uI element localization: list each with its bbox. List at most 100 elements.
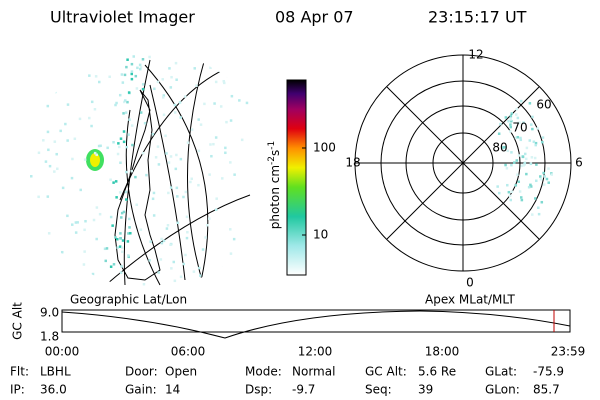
speckle [198,266,201,270]
speckle [88,74,91,77]
speckle [516,173,519,176]
speckle [139,111,143,114]
speckle [208,173,211,176]
speckle [152,214,156,217]
speckle [229,252,233,255]
field-label: Flt: [10,365,29,379]
coastline [114,89,161,281]
speckle [93,151,97,155]
speckle [56,167,59,171]
speckle [125,198,128,201]
speckle [61,186,65,190]
speckle [131,143,134,147]
speckle [66,139,69,142]
speckle [504,163,507,167]
speckle [115,101,118,105]
speckle [126,100,129,104]
speckle [97,144,101,148]
field-value: 5.6 Re [418,365,456,379]
speckle [127,217,131,221]
speckle [212,142,215,146]
speckle [499,122,502,126]
speckle [186,141,190,144]
speckle [74,231,78,234]
speckle [238,99,241,102]
speckle [151,132,155,136]
speckle [134,175,137,179]
speckle [214,136,218,139]
speckle [121,81,125,84]
lat-label: 80 [492,141,507,155]
altitude-label: 9.0 [40,306,59,320]
speckle [174,61,178,65]
speckle [78,58,82,62]
speckle [119,232,122,235]
speckle [541,136,545,139]
speckle [104,284,108,287]
speckle [192,270,196,273]
speckle [114,180,118,183]
speckle [510,151,513,154]
speckle [176,221,180,225]
speckle [136,66,139,70]
speckle [507,119,510,123]
speckle [34,264,38,267]
speckle [169,243,172,246]
speckle [510,190,514,194]
speckle [127,133,130,136]
speckle [120,216,123,219]
speckle [226,74,230,78]
speckle [169,186,173,189]
speckle [224,151,227,155]
speckle [206,223,209,227]
speckle [183,95,187,98]
speckle [162,113,166,117]
speckle [524,157,528,161]
speckle [99,55,102,59]
speckle [160,237,163,241]
speckle [130,72,133,76]
speckle [162,239,166,243]
speckle [207,217,211,220]
time-label: 06:00 [171,345,206,359]
speckle [507,190,511,194]
speckle [55,152,58,156]
speckle [219,105,223,108]
speckle [56,70,60,73]
field-label: GLat: [485,365,517,379]
speckle [534,197,537,200]
speckle [124,99,127,102]
field-label: Seq: [365,383,392,397]
speckle [92,218,96,222]
speckle [519,138,523,142]
speckle [165,227,169,230]
speckle [502,146,505,149]
speckle [70,176,74,180]
speckle [83,250,86,253]
field-label: IP: [10,383,25,397]
speckle [118,145,121,149]
speckle [138,63,142,67]
speckle [73,137,77,141]
speckle [145,173,148,177]
field-label: GC Alt: [365,365,407,379]
altitude-curve [61,310,571,339]
speckle [130,70,134,73]
speckle [515,107,519,111]
speckle [36,265,40,268]
speckle [519,136,522,140]
speckle [141,151,145,155]
colorbar-tick-label: 100 [313,141,336,155]
speckle [508,194,512,198]
date: 08 Apr 07 [275,8,354,27]
speckle [141,83,145,86]
speckle [105,247,109,250]
speckle [523,152,527,156]
speckle [518,121,521,124]
speckle [46,130,50,134]
speckle [190,177,193,181]
speckle [112,140,115,144]
time: 23:15:17 UT [428,8,527,27]
speckle [515,113,518,116]
speckle [535,179,538,183]
